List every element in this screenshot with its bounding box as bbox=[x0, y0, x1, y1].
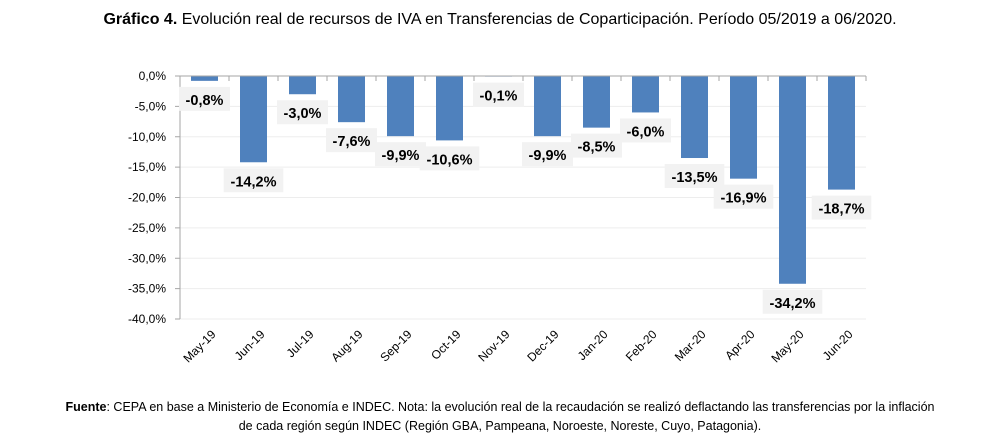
data-label-bg bbox=[179, 86, 230, 111]
x-tick-label: Dec-19 bbox=[524, 327, 561, 364]
x-tick-label: Mar-20 bbox=[672, 327, 709, 364]
bar-Apr-20 bbox=[730, 76, 757, 179]
y-tick-label: -10,0% bbox=[128, 130, 166, 144]
bar-Dec-19 bbox=[534, 76, 561, 137]
x-tick-label: Apr-20 bbox=[722, 327, 758, 363]
bar-Aug-19 bbox=[338, 76, 365, 123]
title-bold: Gráfico 4. bbox=[103, 11, 178, 28]
y-tick-label: -40,0% bbox=[128, 312, 166, 326]
data-label-bg bbox=[223, 168, 284, 193]
x-tick-label: Aug-19 bbox=[328, 327, 365, 364]
data-label: -14,2% bbox=[231, 174, 277, 190]
x-tick-label: Jun-19 bbox=[232, 327, 268, 363]
x-tick-label: May-19 bbox=[180, 327, 218, 365]
bar-chart: 0,0% -5,0% -10,0% -15,0% -20,0% -25,0% -30,0% -… bbox=[128, 69, 872, 365]
y-tick-label: -20,0% bbox=[128, 191, 166, 205]
title-text: Evolución real de recursos de IVA en Tra… bbox=[181, 11, 897, 28]
data-label: -9,9% bbox=[382, 148, 420, 164]
y-tick-label: -25,0% bbox=[128, 221, 166, 235]
bar-Jun-19 bbox=[240, 76, 267, 163]
y-tick-label: -35,0% bbox=[128, 282, 166, 296]
data-label-bg bbox=[522, 142, 573, 167]
bar-May-19 bbox=[191, 76, 218, 81]
data-label: -8,5% bbox=[578, 140, 616, 156]
x-tick-label: Nov-19 bbox=[475, 327, 512, 364]
bar-Feb-20 bbox=[632, 76, 659, 113]
data-label: -7,6% bbox=[333, 134, 371, 150]
x-tick-label: Feb-20 bbox=[623, 327, 660, 364]
bar-Oct-19 bbox=[436, 76, 463, 141]
data-label: -18,7% bbox=[819, 202, 865, 218]
data-label: -34,2% bbox=[770, 296, 816, 312]
footer-source-label: Fuente bbox=[65, 400, 107, 414]
data-label-bg bbox=[664, 164, 725, 189]
bar-Jun-20 bbox=[828, 76, 855, 190]
x-tick-label: Sep-19 bbox=[377, 327, 414, 364]
x-tick-label: Jun-20 bbox=[820, 327, 856, 363]
data-label-bg bbox=[419, 146, 480, 171]
y-tick-label: -5,0% bbox=[135, 99, 167, 113]
bar-May-20 bbox=[779, 76, 806, 284]
footer-text: : CEPA en base a Ministerio de Economía … bbox=[106, 400, 935, 433]
y-tick-label: 0,0% bbox=[139, 69, 167, 83]
data-label-bg bbox=[375, 142, 426, 167]
x-tick-label: Oct-19 bbox=[428, 327, 464, 363]
bar-Jan-20 bbox=[583, 76, 610, 128]
data-label: -13,5% bbox=[672, 170, 718, 186]
x-tick-label: Jul-19 bbox=[284, 327, 317, 360]
x-tick-label: May-20 bbox=[768, 327, 806, 365]
data-label-bg bbox=[713, 184, 774, 209]
data-label: -9,9% bbox=[529, 148, 567, 164]
data-label-bg bbox=[571, 133, 622, 158]
bar-Jul-19 bbox=[289, 76, 316, 95]
data-label: -6,0% bbox=[627, 124, 665, 140]
data-label: -0,1% bbox=[480, 89, 518, 105]
data-label-bg bbox=[811, 195, 872, 220]
data-label: -0,8% bbox=[186, 93, 224, 109]
data-label: -10,6% bbox=[427, 152, 473, 168]
footer-note: Fuente: CEPA en base a Ministerio de Eco… bbox=[60, 398, 940, 436]
data-label-bg bbox=[762, 289, 823, 314]
y-tick-label: -15,0% bbox=[128, 160, 166, 174]
data-label-bg bbox=[326, 128, 377, 153]
chart-title: Gráfico 4. Evolución real de recursos de… bbox=[100, 8, 900, 32]
bar-Sep-19 bbox=[387, 76, 414, 137]
x-tick-label: Jan-20 bbox=[575, 327, 611, 363]
data-label-bg bbox=[620, 118, 671, 143]
data-label: -3,0% bbox=[284, 106, 322, 122]
data-label-bg bbox=[277, 100, 328, 125]
data-label-bg bbox=[473, 82, 524, 107]
bar-Mar-20 bbox=[681, 76, 708, 159]
data-label: -16,9% bbox=[721, 191, 767, 207]
y-tick-label: -30,0% bbox=[128, 251, 166, 265]
